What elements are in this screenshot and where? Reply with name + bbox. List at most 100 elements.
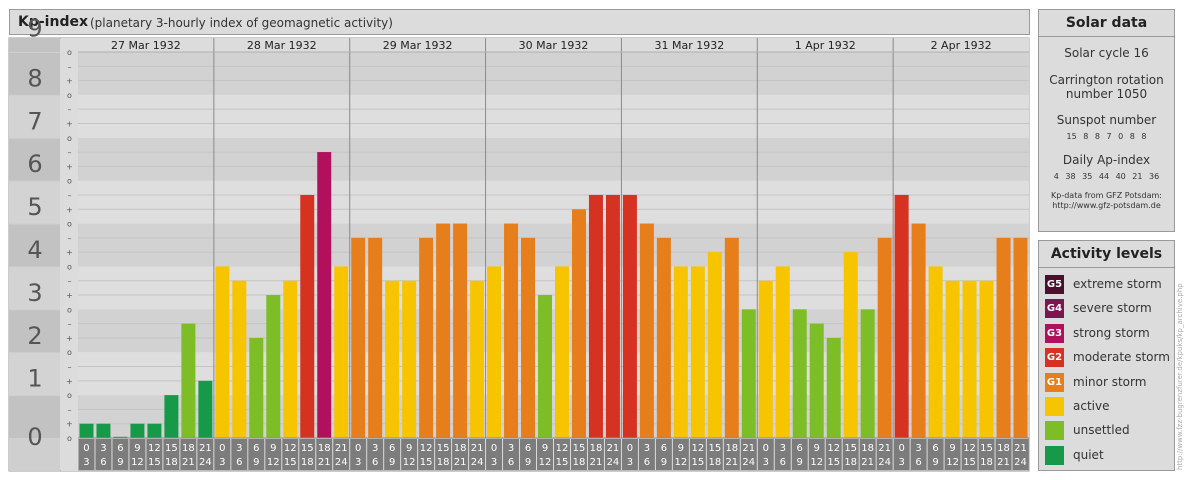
kp-bar <box>249 337 264 438</box>
hour-start-label: 3 <box>508 443 514 454</box>
activity-levels-panel: Activity levels G5 extreme storm G4 severe … <box>1038 240 1175 471</box>
hour-start-label: 9 <box>406 443 412 454</box>
hour-cell <box>214 439 231 470</box>
hour-start-label: 9 <box>270 443 276 454</box>
hour-cell <box>876 439 893 470</box>
hour-cell <box>910 439 927 470</box>
legend-item-unsettled: unsettled <box>1045 421 1175 441</box>
hour-start-label: 15 <box>301 443 314 454</box>
hour-start-label: 12 <box>284 443 297 454</box>
hour-start-label: 21 <box>335 443 348 454</box>
kp-bar <box>453 223 468 438</box>
source-link[interactable]: http://www.gfz-potsdam.de <box>1052 201 1161 210</box>
kp-bar <box>79 423 94 438</box>
minor-tick-label: – <box>68 320 72 329</box>
kp-bar <box>538 295 552 438</box>
minor-tick-label: – <box>68 234 72 243</box>
hour-end-label: 6 <box>100 457 106 468</box>
kp-bar <box>571 209 586 438</box>
hour-end-label: 3 <box>898 457 904 468</box>
hour-cell <box>587 439 604 470</box>
hour-cell <box>893 439 910 470</box>
y-label-band <box>9 138 60 181</box>
kp-bar <box>113 436 128 438</box>
minor-tick-label: o <box>67 48 72 57</box>
hour-end-label: 9 <box>797 457 803 468</box>
minor-tick-label: o <box>67 220 72 229</box>
hour-cell <box>435 439 452 470</box>
minor-tick-label: + <box>66 119 73 128</box>
legend-label: quiet <box>1073 447 1104 462</box>
hour-start-label: 3 <box>780 443 786 454</box>
chart-title-bar: Kp-index (planetary 3-hourly index of ge… <box>9 9 1030 35</box>
hour-cell <box>757 439 774 470</box>
minor-tick-label: + <box>66 248 73 257</box>
y-label-band <box>9 95 60 138</box>
legend-label: active <box>1073 399 1110 413</box>
y-tick-label: 9 <box>27 15 42 43</box>
hour-start-label: 3 <box>915 443 921 454</box>
hour-cell <box>503 439 520 470</box>
kp-bar <box>402 280 417 438</box>
hour-end-label: 6 <box>372 457 378 468</box>
kp-bar <box>775 266 790 438</box>
day-label: 27 Mar 1932 <box>111 39 181 52</box>
kp-bar <box>639 223 654 438</box>
legend-label: unsettled <box>1073 423 1130 438</box>
hour-end-label: 24 <box>471 457 484 468</box>
row-band <box>78 137 1029 181</box>
hour-end-label: 18 <box>165 457 178 468</box>
chart-title: Kp-index <box>18 14 88 30</box>
hour-cell <box>265 439 282 470</box>
hour-end-label: 12 <box>810 457 823 468</box>
hour-end-label: 3 <box>763 457 769 468</box>
hour-end-label: 24 <box>335 457 348 468</box>
hour-end-label: 12 <box>674 457 687 468</box>
hour-end-label: 3 <box>355 457 361 468</box>
hour-start-label: 6 <box>389 443 395 454</box>
hour-cell <box>621 439 638 470</box>
hour-end-label: 12 <box>539 457 552 468</box>
day-label: 29 Mar 1932 <box>383 39 453 52</box>
minor-tick-label: + <box>66 334 73 343</box>
hour-cell <box>689 439 706 470</box>
hour-end-label: 21 <box>861 457 874 468</box>
minor-tick-label: – <box>68 105 72 114</box>
hour-end-label: 18 <box>573 457 586 468</box>
y-label-band <box>9 181 60 224</box>
minor-tick-label: o <box>67 134 72 143</box>
hour-end-label: 15 <box>148 457 161 468</box>
kp-bar <box>368 237 383 438</box>
hour-cell <box>282 439 299 470</box>
hour-cell <box>316 439 333 470</box>
hour-end-label: 9 <box>525 457 531 468</box>
hour-start-label: 12 <box>556 443 569 454</box>
kp-bar <box>266 295 281 438</box>
solar-cycle: Solar cycle 16 <box>1064 46 1149 60</box>
hour-end-label: 3 <box>219 457 225 468</box>
row-band <box>78 52 1029 95</box>
hour-cell <box>825 439 842 470</box>
solar-data-panel: Solar data Solar cycle 16 Carrington rot… <box>1038 9 1175 232</box>
hour-end-label: 15 <box>963 457 976 468</box>
legend-item-moderate-storm: G2 moderate storm <box>1045 348 1175 368</box>
y-label-band <box>9 38 60 52</box>
legend-label: minor storm <box>1073 374 1147 389</box>
kp-bar <box>96 423 111 438</box>
kp-bar <box>385 280 400 438</box>
hour-cell <box>78 439 95 470</box>
kp-bar <box>741 309 756 438</box>
kp-bar <box>860 309 875 438</box>
activity-levels-title: Activity levels <box>1039 241 1174 268</box>
hour-start-label: 21 <box>607 443 620 454</box>
hour-cell <box>944 439 961 470</box>
kp-bar <box>724 237 739 438</box>
legend-item-severe-storm: G4 severe storm <box>1045 299 1175 319</box>
kp-bar <box>962 280 977 438</box>
kp-bar <box>809 323 824 438</box>
kp-bar <box>996 237 1011 438</box>
kp-bar <box>215 266 230 438</box>
kp-bar <box>164 395 179 438</box>
legend-swatch <box>1045 397 1064 416</box>
hour-end-label: 6 <box>236 457 242 468</box>
